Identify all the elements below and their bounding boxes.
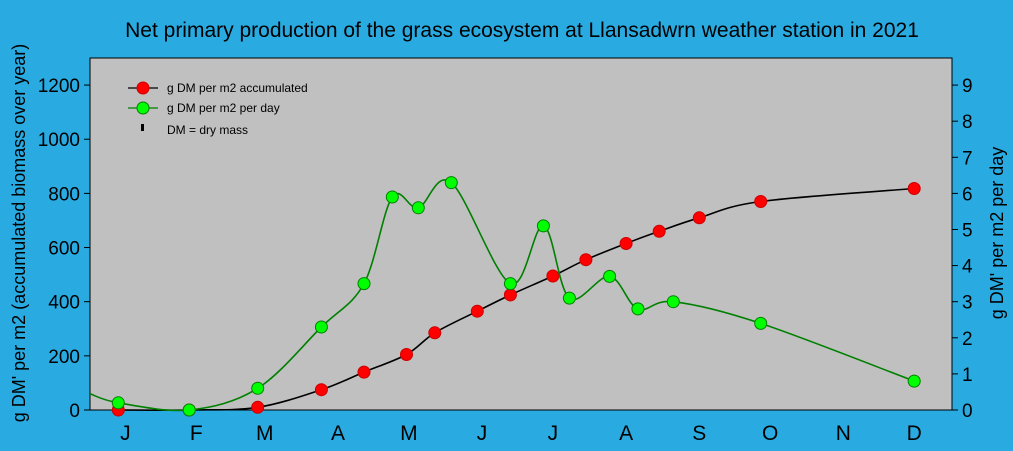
series-point-1 [562,291,576,305]
series-point-1 [631,302,645,316]
series-point-0 [619,237,633,250]
x-month-label: O [762,422,778,445]
series-point-1 [754,316,768,330]
legend-marker-daily [136,101,150,115]
legend-label-note: DM = dry mass [167,123,248,137]
series-point-0 [652,224,666,238]
x-month-label: J [548,422,559,445]
y-right-tick-label: 8 [962,112,973,133]
y-right-tick-label: 5 [962,220,973,241]
series-point-1 [111,396,125,410]
series-point-1 [182,403,196,417]
chart-title: Net primary production of the grass ecos… [125,19,919,42]
series-point-0 [546,269,560,283]
series-point-1 [411,201,425,215]
series-point-1 [357,277,371,291]
x-month-label: J [477,422,488,445]
series-point-1 [666,295,680,309]
legend-marker-note [141,124,144,131]
series-point-0 [470,304,484,318]
y-axis-right-label: g DM' per m2 per day [987,147,1007,320]
series-point-1 [907,374,921,388]
y-left-tick-label: 600 [48,239,80,260]
x-month-label: S [692,422,706,445]
series-point-0 [754,195,768,208]
series-point-0 [692,211,706,225]
series-point-0 [357,365,371,379]
y-right-tick-label: 4 [962,257,973,278]
series-point-0 [314,383,328,397]
y-left-tick-label: 0 [69,401,80,422]
y-left-tick-label: 200 [48,347,80,368]
series-point-0 [400,348,413,361]
legend-marker-accumulated [136,81,150,95]
x-month-label: D [907,422,922,445]
series-point-1 [503,277,517,291]
left-axis: 0 200 400 600 800 1000 1200 [38,76,90,422]
series-point-0 [579,253,593,267]
y-right-tick-label: 1 [962,365,973,386]
series-point-0 [503,288,517,302]
series-point-1 [444,176,458,190]
x-month-label: M [400,422,418,445]
y-left-tick-label: 800 [48,184,80,205]
y-right-tick-label: 6 [962,184,973,205]
right-axis: 0 1 2 3 4 5 6 7 8 9 [952,76,973,422]
legend: g DM per m2 accumulated g DM per m2 per … [128,81,308,137]
y-axis-left-label: g DM' per m2 (accumulated biomass over y… [9,44,29,423]
series-point-1 [251,381,265,395]
y-right-tick-label: 7 [962,148,973,169]
x-month-label: N [836,422,851,445]
y-right-tick-label: 0 [962,401,973,422]
legend-label-daily: g DM per m2 per day [167,101,280,115]
series-point-0 [907,182,921,195]
y-left-tick-label: 1200 [38,76,80,97]
x-month-label: F [190,422,203,445]
legend-label-accumulated: g DM per m2 accumulated [167,81,308,95]
x-month-label: A [331,422,345,445]
x-month-label: M [256,422,274,445]
series-layer [89,176,921,417]
y-left-tick-label: 1000 [38,130,80,151]
series-point-1 [385,190,399,204]
series-point-1 [314,320,328,334]
plot-area [89,57,953,411]
x-month-label: A [619,422,633,445]
series-point-1 [603,269,617,283]
y-left-tick-label: 400 [48,293,80,314]
series-point-0 [251,400,265,414]
x-month-label: J [120,422,131,445]
y-right-tick-label: 9 [962,76,973,97]
y-right-tick-label: 3 [962,293,973,314]
series-point-0 [428,326,442,340]
y-right-tick-label: 2 [962,329,973,350]
series-point-1 [536,219,550,233]
